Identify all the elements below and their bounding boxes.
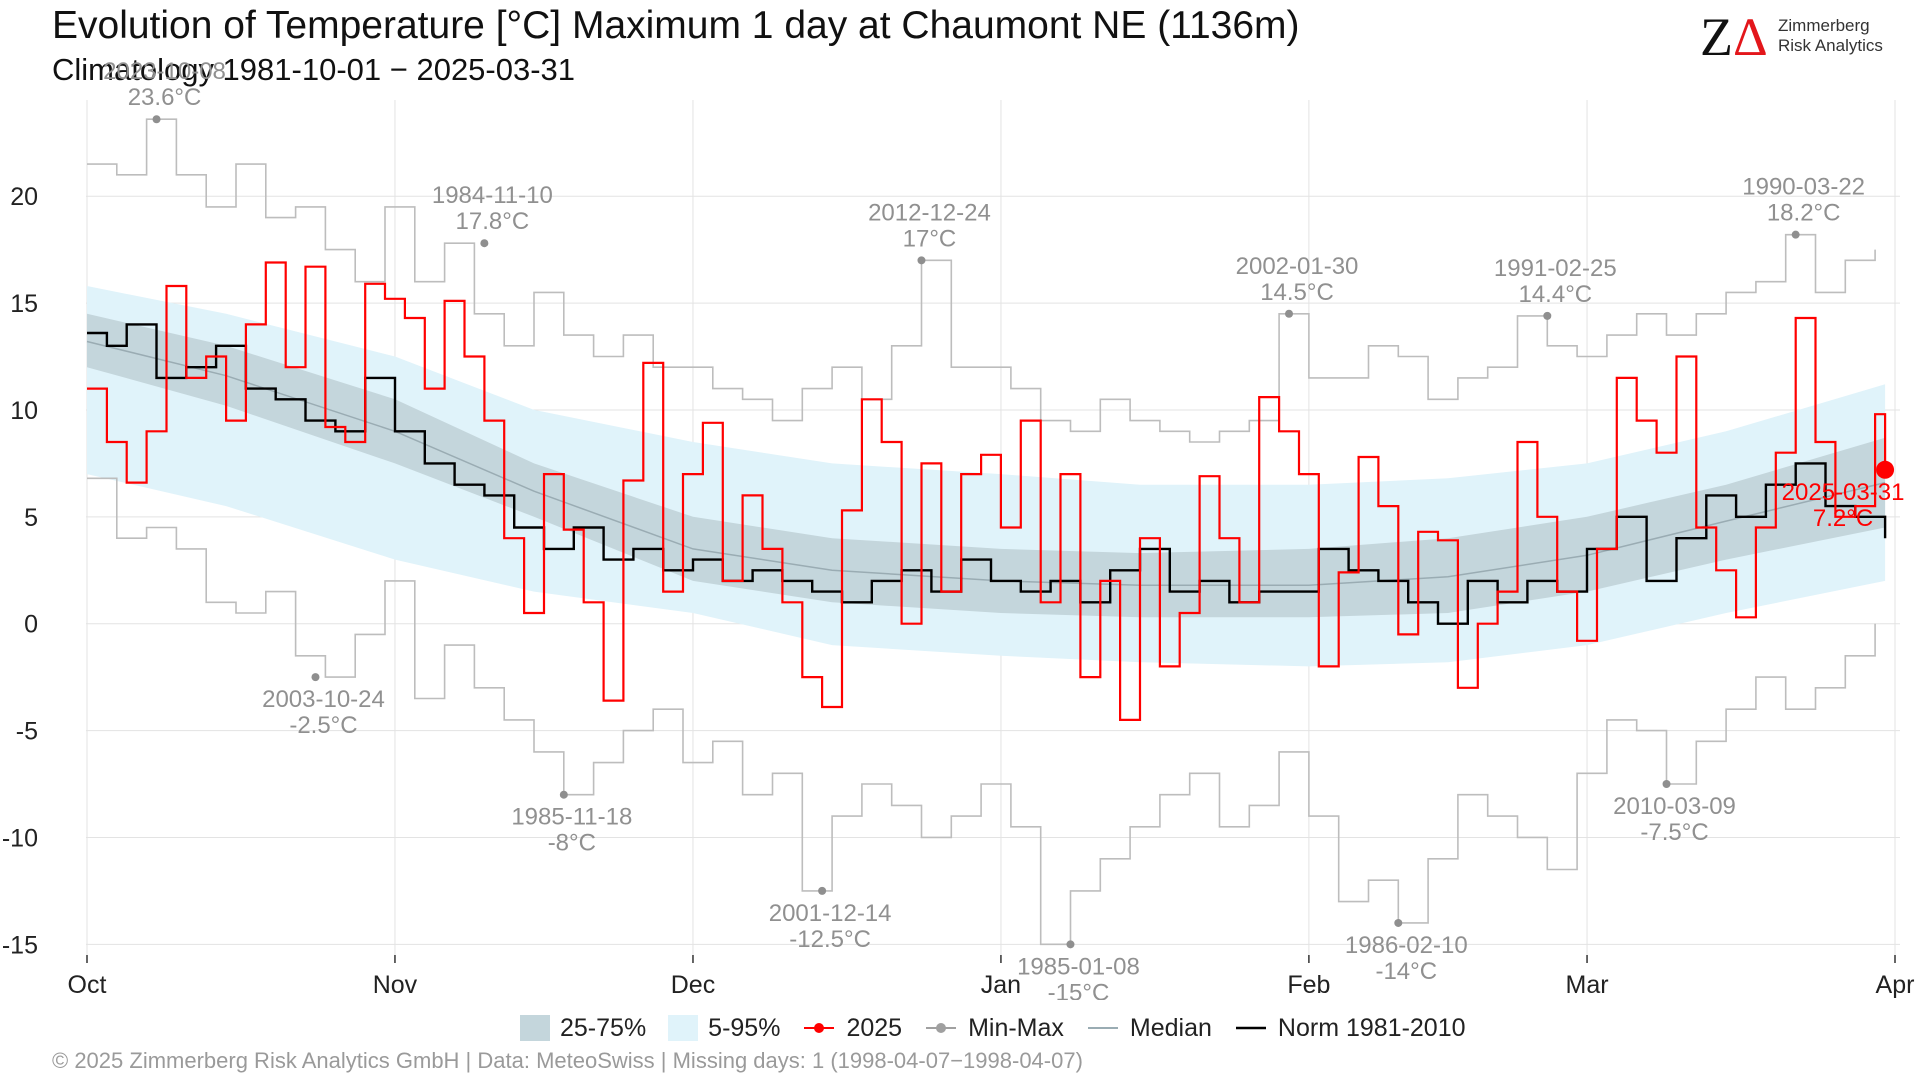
band-25-75 — [87, 313, 1886, 618]
annotation-point — [1066, 940, 1075, 949]
x-tick-label: Mar — [1566, 971, 1609, 999]
current-date: 2025-03-31 — [1782, 479, 1905, 506]
logo-line2: Risk Analytics — [1778, 36, 1883, 55]
annotation-date: 1986-02-10 — [1345, 932, 1468, 959]
y-tick-label: -5 — [16, 718, 38, 746]
series-2025 — [87, 261, 1887, 721]
annotation-date: 2023-10-08 — [103, 58, 226, 85]
annotation-point — [311, 673, 320, 682]
annotation-date: 2001-12-14 — [769, 900, 892, 927]
footer-credits: © 2025 Zimmerberg Risk Analytics GmbH | … — [52, 1048, 1083, 1073]
legend-swatch-25-75 — [520, 1015, 550, 1041]
annotation-point — [1394, 918, 1403, 927]
annotation-point — [480, 239, 489, 248]
legend-label-5-95: 5-95% — [708, 1013, 781, 1042]
annotation-value: -2.5°C — [289, 712, 357, 739]
annotation-date: 2012-12-24 — [868, 199, 991, 226]
minmax-lines — [87, 118, 1876, 946]
current-point — [1876, 460, 1895, 479]
series-max-line — [87, 118, 1876, 443]
y-tick-label: -10 — [2, 824, 38, 852]
legend-line-2025 — [804, 1023, 835, 1033]
x-tick-label: Nov — [373, 971, 418, 999]
x-tick-label: Feb — [1287, 971, 1330, 999]
legend-item-2025: 2025 — [802, 1014, 902, 1043]
legend-label-25-75: 25-75% — [560, 1013, 647, 1042]
x-tick-label: Jan — [981, 971, 1021, 999]
annotation-point — [1285, 309, 1294, 318]
annotation-date: 1991-02-25 — [1494, 255, 1617, 282]
annotation-date: 1985-01-08 — [1017, 953, 1140, 980]
annotation-point — [559, 790, 568, 799]
legend: 25-75% 5-95% 2025 Min-Max Median Norm 19… — [520, 1013, 1466, 1043]
current-value: 7.2°C — [1813, 505, 1873, 532]
annotation-value: 18.2°C — [1767, 200, 1841, 227]
annotation-date: 2003-10-24 — [262, 686, 385, 713]
annotation-value: -12.5°C — [789, 926, 871, 953]
logo-mark: ZΔ — [1700, 7, 1768, 67]
series-min-line — [87, 477, 1876, 946]
annotation-date: 1985-11-18 — [511, 804, 632, 831]
x-tick-label: Oct — [68, 971, 107, 999]
annotation-value: 14.4°C — [1518, 281, 1592, 308]
annotation-date: 2010-03-09 — [1613, 793, 1736, 820]
legend-label-minmax: Min-Max — [968, 1013, 1064, 1042]
annotation-value: 17°C — [903, 225, 957, 252]
annotation-date: 2002-01-30 — [1236, 253, 1359, 280]
logo-line1: Zimmerberg — [1778, 16, 1870, 35]
legend-line-norm — [1235, 1026, 1266, 1030]
y-tick-label: 0 — [24, 611, 38, 639]
legend-item-band-5-95: 5-95% — [668, 1014, 780, 1043]
legend-item-minmax: Min-Max — [924, 1014, 1064, 1043]
annotation-point — [152, 115, 161, 124]
legend-item-band-25-75: 25-75% — [520, 1014, 646, 1043]
series-norm-line — [87, 323, 1887, 625]
legend-swatch-5-95 — [668, 1015, 699, 1041]
legend-line-minmax — [926, 1023, 957, 1033]
logo-text: Zimmerberg Risk Analytics — [1778, 16, 1883, 56]
y-tick-label: -15 — [2, 931, 38, 959]
y-tick-label: 5 — [24, 504, 38, 532]
percentile-bands — [87, 286, 1886, 667]
norm-line — [87, 323, 1887, 625]
annotation-date: 1984-11-10 — [432, 182, 553, 209]
annotation-point — [1662, 780, 1671, 788]
legend-label-norm: Norm 1981-2010 — [1277, 1013, 1466, 1042]
series-2025-line — [87, 261, 1887, 721]
legend-item-median: Median — [1086, 1014, 1212, 1043]
legend-line-median — [1087, 1027, 1118, 1029]
legend-label-median: Median — [1129, 1013, 1212, 1042]
page-title: Evolution of Temperature [°C] Maximum 1 … — [52, 4, 1300, 47]
y-tick-label: 10 — [10, 397, 38, 425]
annotation-value: 17.8°C — [456, 208, 530, 235]
annotation-point — [818, 886, 827, 895]
annotation-value: -8°C — [548, 830, 596, 857]
x-tick-label: Apr — [1876, 971, 1915, 999]
annotation-point — [917, 256, 926, 265]
y-tick-label: 20 — [10, 183, 38, 211]
annotation-point — [1543, 311, 1552, 320]
logo: ZΔ Zimmerberg Risk Analytics — [1700, 7, 1910, 67]
annotation-value: -14°C — [1375, 958, 1437, 985]
page-subtitle: Climatology 1981-10-01 − 2025-03-31 — [52, 52, 576, 87]
annotation-value: -15°C — [1048, 979, 1110, 1000]
annotation-value: -7.5°C — [1640, 819, 1708, 846]
axes: -15 -10 -5 0 5 10 15 20 Oct Nov Dec Jan Feb Mar Apr — [2, 183, 1915, 999]
annotation-point — [1791, 230, 1800, 239]
y-tick-label: 15 — [10, 290, 38, 318]
x-tick-label: Dec — [671, 971, 715, 999]
annotation-date: 1990-03-22 — [1742, 174, 1865, 201]
legend-label-2025: 2025 — [846, 1013, 903, 1042]
annotation-value: 14.5°C — [1260, 279, 1334, 306]
annotation-value: 23.6°C — [128, 84, 202, 111]
legend-item-norm: Norm 1981-2010 — [1234, 1014, 1466, 1043]
